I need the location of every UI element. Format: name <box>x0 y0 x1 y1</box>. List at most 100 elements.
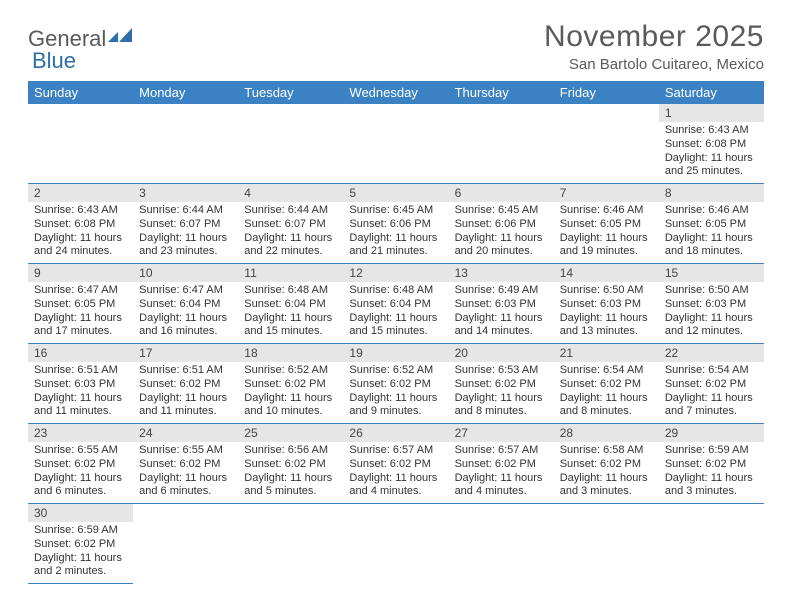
day-details: Sunrise: 6:47 AMSunset: 6:04 PMDaylight:… <box>133 282 238 343</box>
day-detail-line: and 6 minutes. <box>34 485 127 499</box>
day-detail-line: and 14 minutes. <box>455 325 548 339</box>
day-detail-line: Sunset: 6:04 PM <box>139 298 232 312</box>
calendar-cell: 22Sunrise: 6:54 AMSunset: 6:02 PMDayligh… <box>659 344 764 424</box>
day-number: 4 <box>238 184 343 202</box>
day-detail-line: and 11 minutes. <box>34 405 127 419</box>
calendar-cell <box>343 504 448 584</box>
day-detail-line: Sunset: 6:07 PM <box>244 218 337 232</box>
day-detail-line: and 16 minutes. <box>139 325 232 339</box>
day-detail-line: Sunset: 6:06 PM <box>349 218 442 232</box>
day-detail-line: Sunset: 6:03 PM <box>34 378 127 392</box>
day-detail-line: and 15 minutes. <box>349 325 442 339</box>
day-detail-line: and 24 minutes. <box>34 245 127 259</box>
day-detail-line: Sunrise: 6:52 AM <box>244 364 337 378</box>
day-number: 29 <box>659 424 764 442</box>
day-detail-line: and 21 minutes. <box>349 245 442 259</box>
weekday-header: Wednesday <box>343 81 448 104</box>
day-details: Sunrise: 6:50 AMSunset: 6:03 PMDaylight:… <box>659 282 764 343</box>
day-detail-line: Sunrise: 6:43 AM <box>665 124 758 138</box>
calendar-cell: 2Sunrise: 6:43 AMSunset: 6:08 PMDaylight… <box>28 184 133 264</box>
day-detail-line: Daylight: 11 hours <box>455 472 548 486</box>
day-detail-line: Sunrise: 6:45 AM <box>349 204 442 218</box>
calendar-week: 23Sunrise: 6:55 AMSunset: 6:02 PMDayligh… <box>28 424 764 504</box>
calendar-cell: 14Sunrise: 6:50 AMSunset: 6:03 PMDayligh… <box>554 264 659 344</box>
calendar-cell <box>449 504 554 584</box>
day-details: Sunrise: 6:57 AMSunset: 6:02 PMDaylight:… <box>343 442 448 503</box>
day-detail-line: Sunset: 6:02 PM <box>139 378 232 392</box>
day-detail-line: Daylight: 11 hours <box>349 472 442 486</box>
day-detail-line: Sunrise: 6:51 AM <box>34 364 127 378</box>
day-detail-line: Daylight: 11 hours <box>560 232 653 246</box>
day-details: Sunrise: 6:59 AMSunset: 6:02 PMDaylight:… <box>28 522 133 583</box>
day-detail-line: and 11 minutes. <box>139 405 232 419</box>
day-detail-line: Sunset: 6:03 PM <box>560 298 653 312</box>
calendar-cell: 13Sunrise: 6:49 AMSunset: 6:03 PMDayligh… <box>449 264 554 344</box>
day-number: 24 <box>133 424 238 442</box>
day-detail-line: Daylight: 11 hours <box>560 392 653 406</box>
day-detail-line: and 20 minutes. <box>455 245 548 259</box>
day-detail-line: Sunrise: 6:46 AM <box>560 204 653 218</box>
day-details: Sunrise: 6:55 AMSunset: 6:02 PMDaylight:… <box>28 442 133 503</box>
day-number: 28 <box>554 424 659 442</box>
day-detail-line: Daylight: 11 hours <box>349 232 442 246</box>
calendar-cell <box>28 104 133 184</box>
day-detail-line: Sunset: 6:03 PM <box>665 298 758 312</box>
day-detail-line: and 4 minutes. <box>349 485 442 499</box>
day-number: 9 <box>28 264 133 282</box>
calendar-cell: 21Sunrise: 6:54 AMSunset: 6:02 PMDayligh… <box>554 344 659 424</box>
calendar-week: 1Sunrise: 6:43 AMSunset: 6:08 PMDaylight… <box>28 104 764 184</box>
day-detail-line: Sunrise: 6:48 AM <box>244 284 337 298</box>
day-details: Sunrise: 6:44 AMSunset: 6:07 PMDaylight:… <box>238 202 343 263</box>
day-number: 3 <box>133 184 238 202</box>
day-details: Sunrise: 6:50 AMSunset: 6:03 PMDaylight:… <box>554 282 659 343</box>
calendar-cell: 9Sunrise: 6:47 AMSunset: 6:05 PMDaylight… <box>28 264 133 344</box>
day-detail-line: and 5 minutes. <box>244 485 337 499</box>
day-detail-line: Sunrise: 6:59 AM <box>34 524 127 538</box>
day-detail-line: Sunset: 6:08 PM <box>34 218 127 232</box>
day-detail-line: Sunset: 6:02 PM <box>560 378 653 392</box>
day-detail-line: Sunset: 6:06 PM <box>455 218 548 232</box>
day-detail-line: Daylight: 11 hours <box>244 232 337 246</box>
calendar-body: 1Sunrise: 6:43 AMSunset: 6:08 PMDaylight… <box>28 104 764 584</box>
calendar-cell: 28Sunrise: 6:58 AMSunset: 6:02 PMDayligh… <box>554 424 659 504</box>
day-detail-line: Sunrise: 6:53 AM <box>455 364 548 378</box>
day-detail-line: Sunrise: 6:58 AM <box>560 444 653 458</box>
day-detail-line: Daylight: 11 hours <box>34 392 127 406</box>
day-detail-line: Daylight: 11 hours <box>665 232 758 246</box>
day-number: 12 <box>343 264 448 282</box>
day-details: Sunrise: 6:49 AMSunset: 6:03 PMDaylight:… <box>449 282 554 343</box>
day-detail-line: Daylight: 11 hours <box>34 472 127 486</box>
day-detail-line: Daylight: 11 hours <box>34 552 127 566</box>
day-number: 22 <box>659 344 764 362</box>
calendar-cell: 11Sunrise: 6:48 AMSunset: 6:04 PMDayligh… <box>238 264 343 344</box>
calendar-week: 2Sunrise: 6:43 AMSunset: 6:08 PMDaylight… <box>28 184 764 264</box>
day-details: Sunrise: 6:46 AMSunset: 6:05 PMDaylight:… <box>659 202 764 263</box>
day-number: 27 <box>449 424 554 442</box>
day-detail-line: and 9 minutes. <box>349 405 442 419</box>
day-detail-line: Sunset: 6:02 PM <box>665 378 758 392</box>
day-details: Sunrise: 6:51 AMSunset: 6:03 PMDaylight:… <box>28 362 133 423</box>
day-detail-line: and 7 minutes. <box>665 405 758 419</box>
day-detail-line: Daylight: 11 hours <box>139 312 232 326</box>
calendar-cell <box>659 504 764 584</box>
day-detail-line: Sunrise: 6:47 AM <box>34 284 127 298</box>
calendar-cell: 27Sunrise: 6:57 AMSunset: 6:02 PMDayligh… <box>449 424 554 504</box>
calendar-cell <box>554 504 659 584</box>
day-details: Sunrise: 6:47 AMSunset: 6:05 PMDaylight:… <box>28 282 133 343</box>
calendar-cell: 15Sunrise: 6:50 AMSunset: 6:03 PMDayligh… <box>659 264 764 344</box>
day-detail-line: Sunset: 6:08 PM <box>665 138 758 152</box>
day-detail-line: Sunrise: 6:44 AM <box>139 204 232 218</box>
day-detail-line: and 6 minutes. <box>139 485 232 499</box>
calendar-cell: 4Sunrise: 6:44 AMSunset: 6:07 PMDaylight… <box>238 184 343 264</box>
day-detail-line: and 10 minutes. <box>244 405 337 419</box>
day-detail-line: Sunrise: 6:59 AM <box>665 444 758 458</box>
flag-icon <box>108 26 134 52</box>
calendar-week: 30Sunrise: 6:59 AMSunset: 6:02 PMDayligh… <box>28 504 764 584</box>
day-detail-line: Sunrise: 6:50 AM <box>560 284 653 298</box>
calendar-cell: 5Sunrise: 6:45 AMSunset: 6:06 PMDaylight… <box>343 184 448 264</box>
day-detail-line: and 8 minutes. <box>455 405 548 419</box>
day-number: 25 <box>238 424 343 442</box>
day-details: Sunrise: 6:59 AMSunset: 6:02 PMDaylight:… <box>659 442 764 503</box>
day-detail-line: Daylight: 11 hours <box>349 392 442 406</box>
day-number: 30 <box>28 504 133 522</box>
